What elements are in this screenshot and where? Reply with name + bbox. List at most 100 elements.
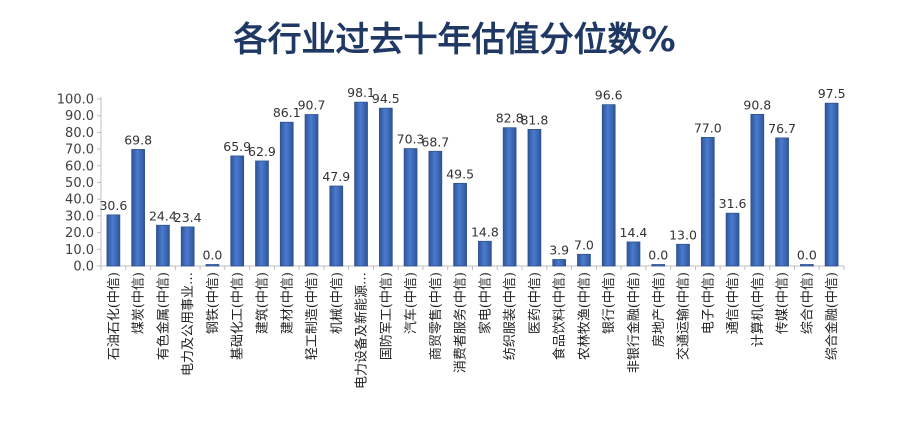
y-tick-label: 80.0 bbox=[65, 126, 94, 141]
data-label: 47.9 bbox=[322, 169, 350, 184]
category-label: 机械(中信) bbox=[330, 272, 345, 334]
category-label: 国防军工(中信) bbox=[378, 272, 394, 360]
category-label: 有色金属(中信) bbox=[155, 272, 171, 360]
data-label: 98.1 bbox=[347, 85, 375, 100]
bar bbox=[205, 264, 220, 267]
bar bbox=[725, 212, 740, 267]
data-label: 13.0 bbox=[669, 227, 697, 242]
category-label: 传媒(中信) bbox=[776, 272, 791, 334]
y-tick-label: 50.0 bbox=[65, 176, 94, 191]
data-label: 14.8 bbox=[471, 224, 499, 239]
plot-area: 0.010.020.030.040.050.060.070.080.090.01… bbox=[57, 85, 846, 389]
data-label: 62.9 bbox=[248, 144, 276, 159]
y-tick-label: 90.0 bbox=[65, 109, 94, 124]
category-label: 煤炭(中信) bbox=[132, 272, 147, 334]
data-label: 90.7 bbox=[298, 98, 326, 113]
data-label: 96.6 bbox=[595, 88, 623, 103]
bar bbox=[626, 241, 641, 267]
data-label: 7.0 bbox=[574, 237, 594, 252]
data-label: 97.5 bbox=[818, 86, 846, 101]
data-label: 70.3 bbox=[397, 132, 425, 147]
category-label: 医药(中信) bbox=[528, 272, 543, 334]
bar bbox=[601, 104, 616, 267]
bar bbox=[453, 182, 467, 267]
data-label: 0.0 bbox=[648, 248, 668, 263]
data-label: 65.9 bbox=[223, 139, 251, 154]
data-label: 86.1 bbox=[273, 105, 301, 120]
category-label: 汽车(中信) bbox=[403, 272, 419, 334]
bar bbox=[131, 149, 145, 267]
data-label: 0.0 bbox=[203, 248, 223, 263]
y-tick-label: 100.0 bbox=[57, 93, 94, 108]
data-label: 14.4 bbox=[620, 225, 648, 240]
data-label: 49.5 bbox=[446, 166, 474, 181]
category-label: 通信(中信) bbox=[726, 272, 741, 334]
bar bbox=[403, 148, 418, 267]
bar bbox=[329, 185, 344, 267]
data-label: 94.5 bbox=[372, 91, 400, 106]
data-label: 31.6 bbox=[719, 196, 747, 211]
category-label: 家电(中信) bbox=[477, 272, 493, 334]
bar bbox=[577, 253, 591, 267]
category-label: 石油石化(中信) bbox=[107, 272, 122, 360]
category-label: 消费者服务(中信) bbox=[453, 272, 469, 373]
bar bbox=[304, 114, 319, 267]
bar bbox=[378, 107, 393, 267]
data-label: 69.8 bbox=[124, 132, 152, 147]
data-label: 81.8 bbox=[520, 112, 548, 127]
category-label: 非银行金融(中信) bbox=[626, 272, 642, 373]
data-label: 30.6 bbox=[99, 198, 127, 213]
bar bbox=[775, 137, 789, 267]
bar bbox=[651, 264, 666, 267]
bar bbox=[230, 155, 245, 267]
data-label: 82.8 bbox=[496, 111, 524, 126]
bar bbox=[156, 224, 170, 267]
data-label: 77.0 bbox=[694, 120, 722, 135]
chart-title: 各行业过去十年估值分位数% bbox=[233, 20, 676, 60]
category-label: 房地产(中信) bbox=[651, 272, 667, 347]
bar bbox=[800, 264, 814, 267]
category-label: 电力设备及新能源… bbox=[354, 272, 370, 389]
bar bbox=[676, 243, 690, 267]
category-label: 计算机(中信) bbox=[751, 272, 766, 347]
bar bbox=[552, 259, 567, 267]
category-label: 交通运输(中信) bbox=[676, 272, 692, 360]
category-label: 电力及公用事业… bbox=[181, 272, 196, 376]
data-label: 76.7 bbox=[768, 121, 796, 136]
category-label: 银行(中信) bbox=[602, 272, 617, 334]
data-label: 0.0 bbox=[797, 248, 817, 263]
bar bbox=[824, 102, 839, 267]
y-tick-label: 60.0 bbox=[65, 159, 94, 174]
bar bbox=[428, 150, 443, 267]
category-label: 综合金融(中信) bbox=[824, 272, 840, 360]
bar bbox=[700, 137, 715, 267]
data-label: 68.7 bbox=[421, 134, 449, 149]
y-tick-label: 30.0 bbox=[65, 209, 94, 224]
category-label: 电子(中信) bbox=[701, 272, 716, 334]
category-label: 建筑(中信) bbox=[254, 272, 270, 334]
y-tick-label: 20.0 bbox=[65, 226, 94, 241]
bar bbox=[180, 226, 195, 267]
data-label: 24.4 bbox=[149, 208, 177, 223]
bar bbox=[527, 128, 542, 267]
bar bbox=[255, 160, 269, 267]
y-tick-label: 70.0 bbox=[65, 143, 94, 158]
category-label: 综合(中信) bbox=[800, 272, 815, 334]
bar bbox=[478, 240, 492, 267]
category-label: 纺织服装(中信) bbox=[503, 272, 518, 360]
data-label: 3.9 bbox=[549, 242, 569, 257]
data-label: 23.4 bbox=[174, 210, 202, 225]
category-label: 建材(中信) bbox=[280, 272, 295, 334]
category-label: 商贸零售(中信) bbox=[428, 272, 444, 360]
category-label: 农林牧渔(中信) bbox=[577, 272, 592, 360]
category-label: 钢铁(中信) bbox=[206, 272, 221, 334]
category-label: 轻工制造(中信) bbox=[305, 272, 320, 360]
y-tick-label: 40.0 bbox=[65, 193, 94, 208]
category-label: 食品饮料(中信) bbox=[552, 272, 568, 360]
bar bbox=[279, 121, 294, 267]
bar bbox=[502, 127, 517, 267]
y-tick-label: 0.0 bbox=[73, 260, 94, 275]
data-label: 90.8 bbox=[743, 97, 771, 112]
category-label: 基础化工(中信) bbox=[231, 272, 246, 360]
